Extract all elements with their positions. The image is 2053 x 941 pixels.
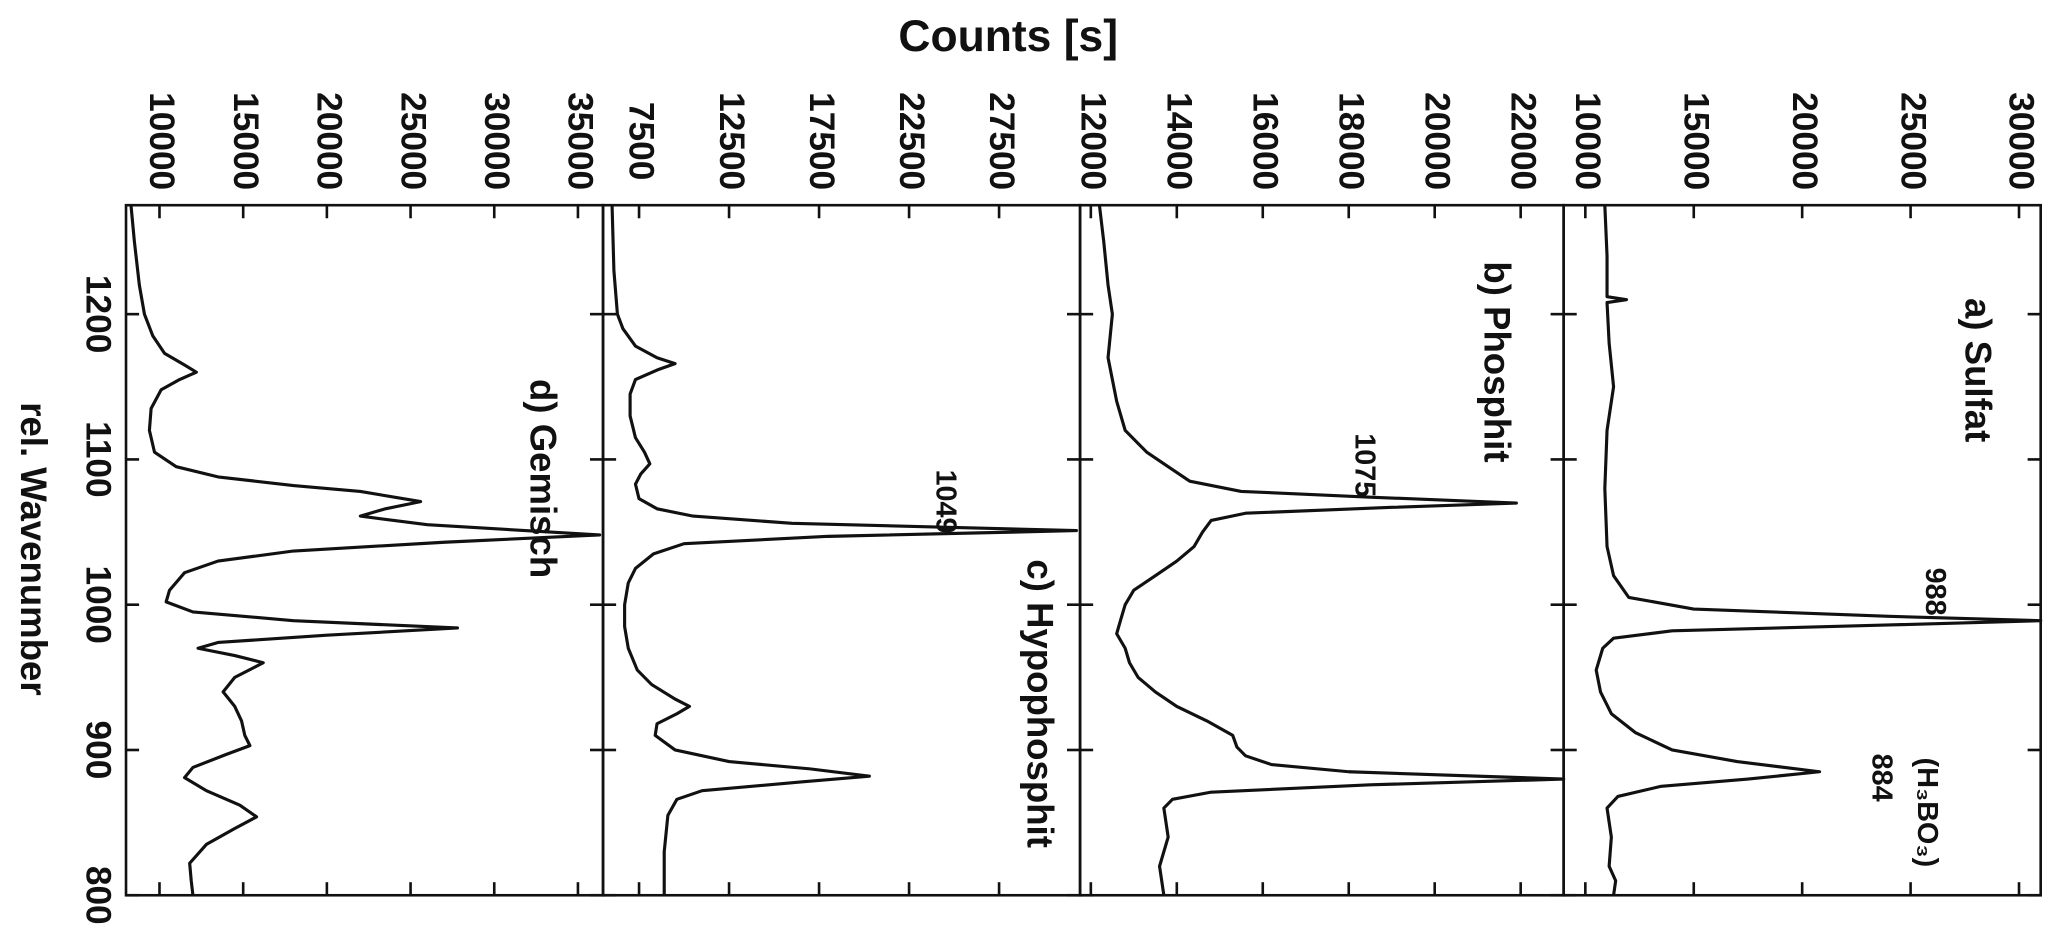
annotation: (H₃BO₃) <box>1911 758 1943 868</box>
y-tick-label: 12500 <box>712 92 751 190</box>
panel-title: a) Sulfat <box>1958 298 1999 442</box>
panel-frame <box>124 203 605 897</box>
spectrum-line <box>129 205 602 896</box>
panel-frame <box>601 203 1082 897</box>
spectrum-line <box>610 205 1078 896</box>
panel-title: b) Phosphit <box>1477 261 1518 462</box>
y-tick-label: 18000 <box>1331 92 1370 190</box>
y-tick-label: 20000 <box>1417 92 1456 190</box>
y-tick-label: 10000 <box>1568 92 1607 190</box>
spectrum-line <box>1594 205 2043 896</box>
x-tick-label: 1200 <box>79 275 118 353</box>
annotation: 1049 <box>930 470 962 534</box>
y-tick-label: 35000 <box>561 92 600 190</box>
y-tick-label: 14000 <box>1159 92 1198 190</box>
y-tick-label: 7500 <box>622 102 661 180</box>
spectrum-line <box>1097 205 1566 896</box>
y-axis-label: Counts [s] <box>898 12 1118 61</box>
y-tick-label: 25000 <box>393 92 432 190</box>
y-tick-label: 27500 <box>982 92 1021 190</box>
y-tick-label: 15000 <box>1676 92 1715 190</box>
y-tick-label: 16000 <box>1245 92 1284 190</box>
x-tick-label: 900 <box>79 721 118 780</box>
y-tick-label: 20000 <box>310 92 349 190</box>
annotation: 988 <box>1919 568 1951 616</box>
x-tick-label: 800 <box>79 866 118 925</box>
x-tick-label: 1000 <box>79 565 118 643</box>
panel-title: d) Gemisch <box>523 379 564 578</box>
x-tick-label: 1100 <box>79 421 118 498</box>
y-tick-label: 12000 <box>1074 92 1113 190</box>
annotation: 1075 <box>1348 433 1380 497</box>
y-tick-label: 17500 <box>802 92 841 190</box>
y-tick-label: 30000 <box>477 92 516 190</box>
y-tick-label: 10000 <box>142 92 181 190</box>
y-tick-label: 25000 <box>1893 92 1932 190</box>
x-axis-label: rel. Wavenumber <box>13 402 54 695</box>
y-tick-label: 22500 <box>892 92 931 190</box>
annotation: 884 <box>1866 754 1898 802</box>
y-tick-label: 22000 <box>1503 92 1542 190</box>
y-tick-label: 20000 <box>1785 92 1824 190</box>
y-tick-label: 15000 <box>226 92 265 190</box>
y-tick-label: 30000 <box>2002 92 2041 190</box>
panel-title: c) Hypophosphit <box>1019 559 1060 848</box>
